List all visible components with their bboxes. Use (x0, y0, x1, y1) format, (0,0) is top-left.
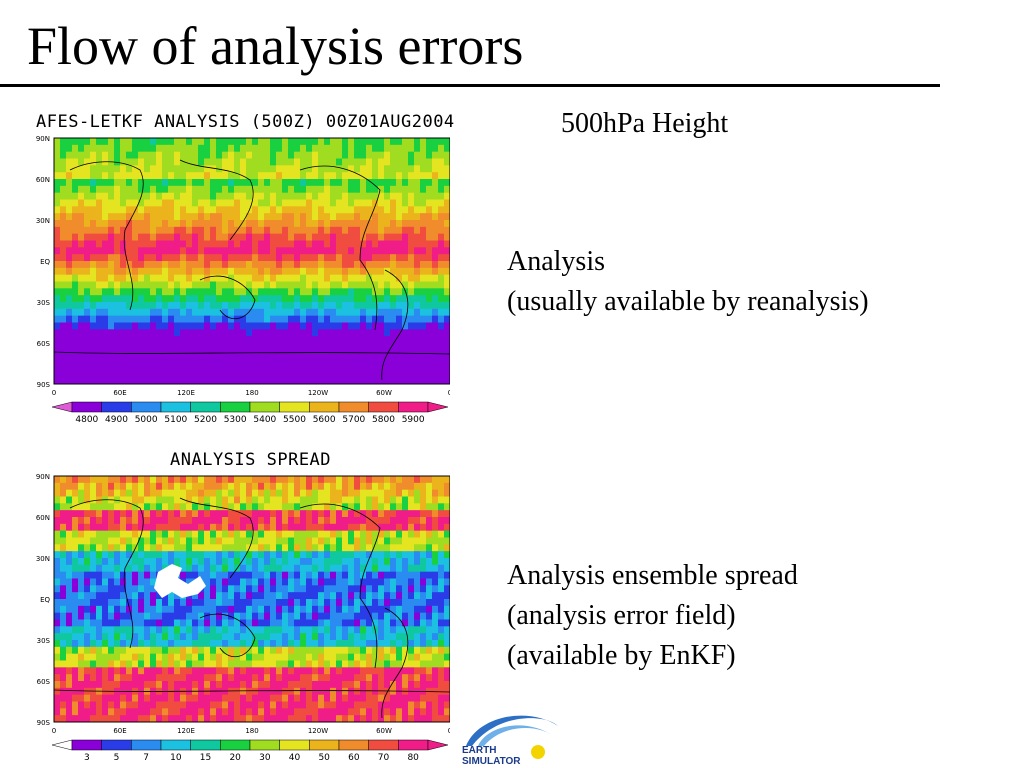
colorbar-label: 15 (200, 753, 211, 763)
colorbar-label: 5300 (224, 415, 247, 425)
lat-label: 60S (37, 340, 51, 348)
colorbar-label: 5400 (253, 415, 276, 425)
colorbar-label: 5700 (342, 415, 365, 425)
lon-label: 60W (376, 389, 392, 397)
analysis-field (54, 138, 450, 385)
lon-label: 0 (448, 727, 450, 735)
lat-label: EQ (40, 258, 50, 266)
colorbar-label: 7 (143, 753, 149, 763)
colorbar-label: 4900 (105, 415, 128, 425)
lat-label: 60N (36, 176, 50, 184)
lat-label: 90S (37, 719, 51, 727)
lat-label: 90N (36, 135, 50, 143)
colorbar-label: 5600 (313, 415, 336, 425)
analysis-label: Analysis (507, 246, 605, 277)
spread-colorbar: 3 5 7 10 15 20 30 40 50 60 70 80 (51, 739, 449, 763)
lon-label: 0 (448, 389, 450, 397)
lat-label: 90S (37, 381, 51, 389)
analysis-note: (usually available by reanalysis) (507, 286, 869, 317)
analysis-lon-labels: 0 60E 120E 180 120W 60W 0 (52, 389, 450, 397)
spread-map-title: ANALYSIS SPREAD (170, 450, 332, 470)
lon-label: 120E (177, 389, 195, 397)
lat-label: 30N (36, 555, 50, 563)
title-underline (0, 84, 940, 87)
colorbar-label: 5100 (164, 415, 187, 425)
logo-swoosh-icon (466, 715, 558, 759)
lon-label: 180 (245, 389, 258, 397)
colorbar-label: 3 (84, 753, 90, 763)
analysis-coastlines (53, 159, 450, 381)
spread-coastlines (53, 497, 450, 719)
lon-label: 0 (52, 727, 56, 735)
field-heading: 500hPa Height (561, 108, 729, 139)
colorbar-label: 40 (289, 753, 301, 763)
lat-label: 60S (37, 678, 51, 686)
colorbar-label: 30 (259, 753, 271, 763)
lat-label: 60N (36, 514, 50, 522)
lon-label: 60E (113, 727, 126, 735)
lon-label: 60E (113, 389, 126, 397)
lat-label: 90N (36, 473, 50, 481)
lat-label: 30S (37, 299, 51, 307)
colorbar-label: 10 (170, 753, 182, 763)
lat-label: 30N (36, 217, 50, 225)
colorbar-label: 70 (378, 753, 390, 763)
lon-label: 120E (177, 727, 195, 735)
analysis-colorbar: 4800 4900 5000 5100 5200 5300 5400 5500 5600 5700… (51, 401, 449, 425)
colorbar-label: 5800 (372, 415, 395, 425)
lon-label: 180 (245, 727, 258, 735)
colorbar-label: 80 (407, 753, 419, 763)
lat-label: 30S (37, 637, 51, 645)
slide-title: Flow of analysis errors (27, 16, 524, 76)
spread-note-2: (available by EnKF) (507, 640, 736, 671)
spread-label: Analysis ensemble spread (507, 560, 798, 591)
logo-line-1: EARTH (462, 745, 497, 756)
colorbar-label: 5900 (402, 415, 425, 425)
analysis-map-title: AFES-LETKF ANALYSIS (500Z) 00Z01AUG2004 (36, 112, 455, 132)
lon-label: 120W (308, 727, 328, 735)
earth-simulator-logo: EARTH SIMULATOR (458, 706, 568, 768)
colorbar-label: 5200 (194, 415, 217, 425)
spread-note-1: (analysis error field) (507, 600, 736, 631)
colorbar-label: 50 (318, 753, 330, 763)
lon-label: 60W (376, 727, 392, 735)
spread-map: 90N60N30NEQ30S60S90S060E120E180120W60W03… (36, 473, 450, 763)
colorbar-label: 5500 (283, 415, 306, 425)
colorbar-label: 5 (114, 753, 120, 763)
spread-lat-labels: 90N 60N 30N EQ 30S 60S 90S (36, 473, 51, 727)
spread-lon-labels: 0 60E 120E 180 120W 60W 0 (52, 727, 450, 735)
analysis-lat-labels: 90N 60N 30N EQ 30S 60S 90S (36, 135, 51, 389)
lon-label: 0 (52, 389, 56, 397)
analysis-map: 90N60N30NEQ30S60S90S060E120E180120W60W04… (36, 135, 450, 425)
colorbar-label: 60 (348, 753, 360, 763)
lon-label: 120W (308, 389, 328, 397)
spread-field (54, 476, 450, 723)
colorbar-label: 20 (229, 753, 241, 763)
logo-line-2: SIMULATOR (462, 756, 521, 767)
colorbar-label: 4800 (75, 415, 98, 425)
colorbar-label: 5000 (135, 415, 158, 425)
lat-label: EQ (40, 596, 50, 604)
